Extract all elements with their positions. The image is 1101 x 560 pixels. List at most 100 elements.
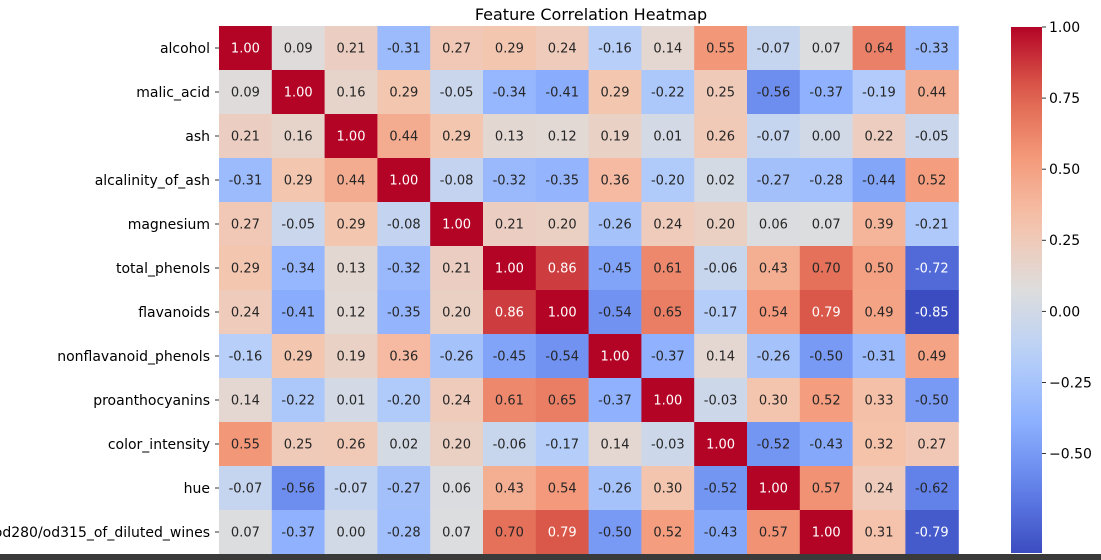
cell-value-label: -0.07	[229, 482, 263, 497]
heatmap-cell	[588, 26, 642, 71]
heatmap-cell	[324, 114, 378, 159]
heatmap-cell	[271, 510, 326, 555]
cell-value-label: 1.00	[759, 482, 788, 497]
heatmap-cell	[905, 510, 959, 555]
heatmap-cell	[324, 246, 378, 291]
cell-value-label: -0.31	[862, 350, 896, 365]
heatmap-cell	[694, 70, 748, 115]
cell-value-label: 0.21	[231, 130, 260, 145]
heatmap-cell	[535, 466, 590, 511]
heatmap-cell	[430, 334, 484, 379]
row-label: alcalinity_of_ash	[95, 173, 210, 189]
cell-value-label: 0.07	[812, 218, 841, 233]
cell-value-label: 1.00	[653, 394, 682, 409]
colorbar-tick-label: −0.50	[1049, 446, 1092, 462]
heatmap-cell	[799, 378, 854, 423]
cell-value-label: 0.31	[865, 526, 894, 541]
heatmap-cell	[799, 158, 854, 203]
cell-value-label: 0.61	[653, 262, 682, 277]
cell-value-label: 0.14	[653, 42, 682, 57]
heatmap-cell	[483, 378, 537, 423]
cell-value-label: -0.35	[545, 174, 579, 189]
heatmap-cell	[905, 114, 959, 159]
cell-value-label: -0.62	[915, 482, 949, 497]
cell-value-label: -0.37	[651, 350, 685, 365]
cell-value-label: 0.33	[865, 394, 894, 409]
heatmap-cell	[377, 466, 431, 511]
heatmap-cell	[694, 246, 748, 291]
cell-value-label: 0.29	[495, 42, 524, 57]
heatmap-cell	[219, 290, 273, 335]
cell-value-label: -0.22	[651, 86, 685, 101]
heatmap-cell	[324, 26, 378, 71]
heatmap-cell	[905, 246, 959, 291]
heatmap-cell	[641, 422, 695, 467]
heatmap-cell	[271, 378, 326, 423]
heatmap-cell	[852, 378, 906, 423]
heatmap-cell	[324, 202, 378, 247]
window-bottom-bar	[0, 554, 1101, 560]
cell-value-label: -0.35	[387, 306, 421, 321]
cell-value-label: -0.45	[493, 350, 527, 365]
cell-value-label: 0.26	[706, 130, 735, 145]
colorbar-tick-label: 0.25	[1049, 233, 1080, 249]
heatmap-cell	[324, 334, 378, 379]
heatmap-cell	[430, 246, 484, 291]
cell-value-label: 0.57	[812, 482, 841, 497]
heatmap-cell	[747, 70, 801, 115]
cell-value-label: 0.61	[495, 394, 524, 409]
cell-value-label: 0.16	[284, 130, 313, 145]
cell-value-label: 0.65	[653, 306, 682, 321]
heatmap-cell	[377, 422, 431, 467]
cell-value-label: 0.07	[231, 526, 260, 541]
heatmap-cell	[747, 158, 801, 203]
heatmap-cell	[271, 26, 326, 71]
heatmap-cell	[271, 422, 326, 467]
cell-value-label: -0.22	[281, 394, 315, 409]
cell-value-label: -0.06	[493, 438, 527, 453]
heatmap-cell	[588, 334, 642, 379]
row-label: nonflavanoid_phenols	[57, 349, 210, 365]
heatmap-cell	[377, 246, 431, 291]
heatmap-cell	[747, 202, 801, 247]
cell-value-label: 0.29	[284, 350, 313, 365]
cell-value-label: 0.52	[917, 174, 946, 189]
heatmap-cell	[905, 334, 959, 379]
heatmap-cell	[641, 378, 695, 423]
heatmap-cell	[799, 466, 854, 511]
heatmap-cells: 1.00 0.09 0.21 -0.31 0.27 0.29 0.24 -0.16 0.14 0.…	[219, 26, 959, 555]
heatmap-cell	[483, 158, 537, 203]
cell-value-label: -0.27	[387, 482, 421, 497]
heatmap-cell	[694, 158, 748, 203]
cell-value-label: -0.50	[915, 394, 949, 409]
cell-value-label: 0.65	[548, 394, 577, 409]
heatmap-cell	[324, 290, 378, 335]
heatmap-cell	[377, 510, 431, 555]
row-label: hue	[184, 481, 210, 497]
cell-value-label: -0.17	[704, 306, 738, 321]
cell-value-label: -0.07	[757, 42, 791, 57]
cell-value-label: -0.26	[598, 218, 632, 233]
heatmap-cell	[588, 510, 642, 555]
cell-value-label: 0.30	[653, 482, 682, 497]
cell-value-label: 0.06	[759, 218, 788, 233]
cell-value-label: 0.01	[337, 394, 366, 409]
cell-value-label: 1.00	[812, 526, 841, 541]
cell-value-label: 0.12	[548, 130, 577, 145]
heatmap-cell	[799, 290, 854, 335]
heatmap-cell	[852, 26, 906, 71]
heatmap-cell	[219, 422, 273, 467]
heatmap-cell	[377, 334, 431, 379]
cell-value-label: -0.20	[387, 394, 421, 409]
heatmap-cell	[641, 70, 695, 115]
heatmap-cell	[271, 114, 326, 159]
cell-value-label: -0.79	[915, 526, 949, 541]
heatmap-cell	[905, 466, 959, 511]
heatmap-cell	[694, 466, 748, 511]
heatmap-cell	[694, 290, 748, 335]
cell-value-label: 0.64	[865, 42, 894, 57]
cell-value-label: 0.57	[759, 526, 788, 541]
heatmap-cell	[535, 26, 590, 71]
